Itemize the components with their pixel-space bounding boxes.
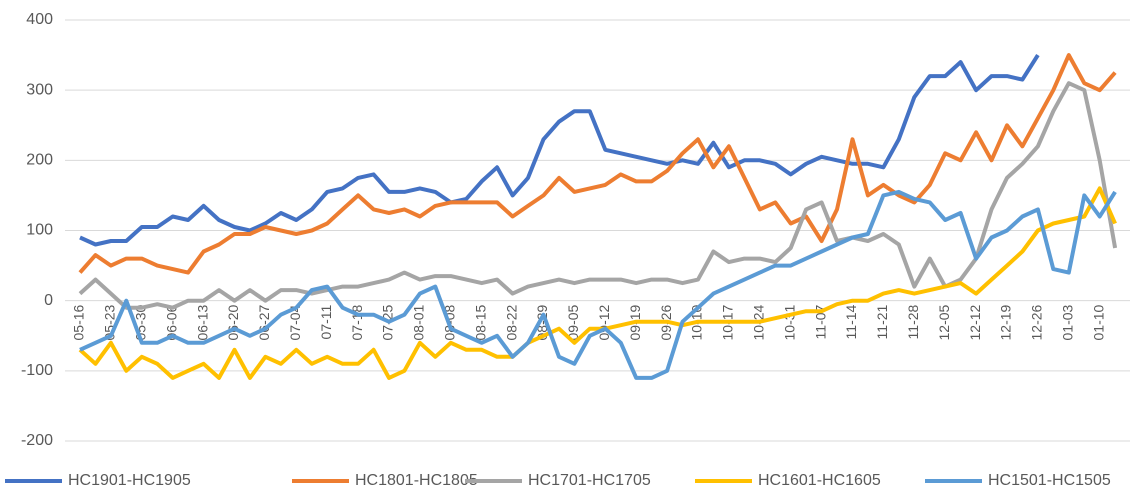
x-tick-label: 08-22 xyxy=(503,304,519,340)
y-tick-label: 200 xyxy=(26,152,53,169)
y-tick-label: -200 xyxy=(21,432,53,449)
x-tick-label: 08-29 xyxy=(534,304,550,340)
series-line xyxy=(79,189,1117,380)
x-tick-label: 12-12 xyxy=(967,304,983,340)
series-line xyxy=(78,186,1117,380)
x-tick-label: 06-20 xyxy=(225,304,241,340)
y-tick-label: 400 xyxy=(26,11,53,28)
x-tick-label: 01-03 xyxy=(1060,304,1076,340)
legend-label: HC1601-HC1605 xyxy=(758,472,881,489)
x-tick-label: 01-10 xyxy=(1090,304,1106,340)
y-tick-label: 100 xyxy=(26,222,53,239)
x-tick-label: 09-05 xyxy=(565,304,581,340)
x-tick-label: 12-26 xyxy=(1029,304,1045,340)
legend-label: HC1901-HC1905 xyxy=(68,472,191,489)
x-tick-label: 06-13 xyxy=(194,304,210,340)
x-tick-label: 12-05 xyxy=(936,304,952,340)
x-tick-label: 05-16 xyxy=(71,304,87,340)
x-tick-label: 07-11 xyxy=(318,304,334,339)
x-tick-label: 07-04 xyxy=(287,304,303,340)
series-line xyxy=(79,54,1040,247)
x-tick-label: 08-15 xyxy=(472,304,488,340)
x-tick-label: 08-01 xyxy=(411,304,427,340)
legend-label: HC1801-HC1805 xyxy=(355,472,478,489)
legend-label: HC1701-HC1705 xyxy=(528,472,651,489)
legend-label: HC1501-HC1505 xyxy=(988,472,1111,489)
series-line xyxy=(78,53,1117,275)
series-line xyxy=(78,81,1118,310)
x-tick-label: 11-07 xyxy=(812,304,828,339)
x-tick-label: 11-21 xyxy=(874,304,890,339)
x-tick-label: 12-19 xyxy=(998,304,1014,340)
x-tick-label: 11-28 xyxy=(905,304,921,339)
y-tick-label: 0 xyxy=(44,292,53,309)
y-tick-label: 300 xyxy=(26,81,53,98)
x-tick-label: 10-31 xyxy=(781,304,797,340)
x-tick-label: 11-14 xyxy=(843,304,859,339)
x-tick-label: 06-06 xyxy=(163,304,179,340)
y-tick-label: -100 xyxy=(21,362,53,379)
